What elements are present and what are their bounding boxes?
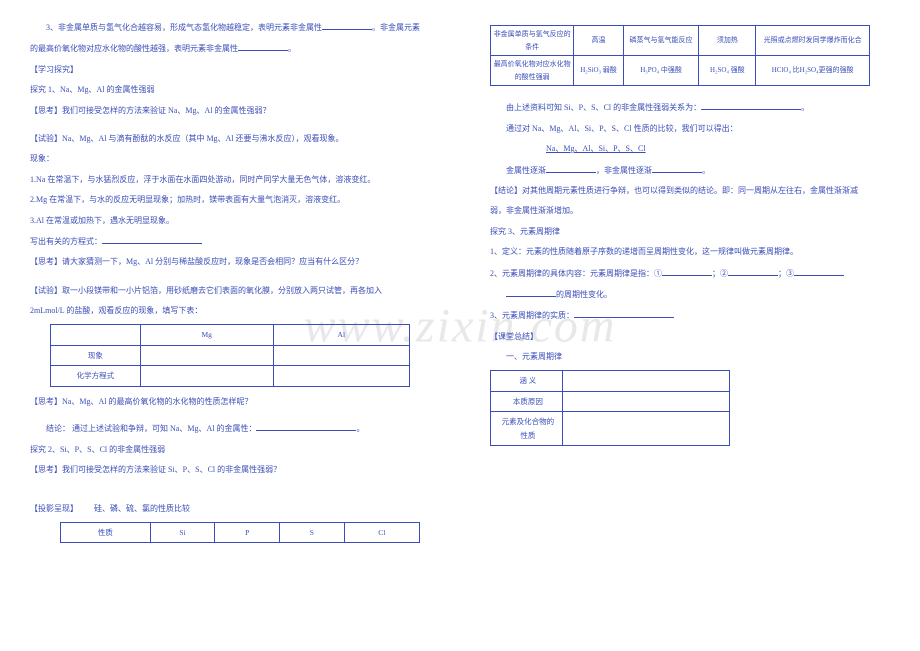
cell-r2-5: HClO₄ 比H₂SO₄更强的强酸 bbox=[756, 56, 870, 86]
think3: 【思考】Na、Mg、Al 的最高价氧化物的水化物的性质怎样呢？ bbox=[30, 395, 430, 409]
cell-phenomenon: 现象 bbox=[51, 345, 141, 366]
cell-essence: 本质原因 bbox=[491, 391, 563, 412]
phen1: 1.Na 在常温下，与水猛烈反应，浮于水面在水面四处游动，同时产同学大量无色气体… bbox=[30, 173, 430, 187]
cell-properties: 元素及化合物的性质 bbox=[491, 412, 563, 446]
left-page: 3、非金属单质与氢气化合越容易，形成气态氢化物越稳定，表明元素非金属性。非金属元… bbox=[0, 0, 460, 651]
arrow-elements: Na、Mg、Al、Si、P、S、Cl bbox=[530, 142, 890, 156]
cell-r1-1: 非金属单质与氢气反应的条件 bbox=[491, 26, 574, 56]
learn-explore-label: 【学习探究】 bbox=[30, 63, 430, 77]
think4: 【思考】我们可接受怎样的方法来验证 Si、P、S、Cl 的非金属性强弱？ bbox=[30, 463, 430, 477]
summary-title: 一、元素周期律 bbox=[490, 350, 890, 364]
exp1: 【试验】Na、Mg、Al 与滴有酚酞的水反应（其中 Mg、Al 还要与沸水反应）… bbox=[30, 132, 430, 146]
exp2b: 2mLmol/L 的盐酸，观看反应的现象，填写下表： bbox=[30, 304, 430, 318]
p3: 由上述资料可知 Si、P、S、Cl 的非金属性强弱关系为：。 bbox=[490, 100, 890, 115]
explore2-title: 探究 2、Si、P、S、Cl 的非金属性强弱 bbox=[30, 443, 430, 457]
page-container: 3、非金属单质与氢气化合越容易，形成气态氢化物越稳定，表明元素非金属性。非金属元… bbox=[0, 0, 920, 651]
table-top: 非金属单质与氢气反应的条件 高温 磷蒸气与氢气能反应 须加热 光照或点燃时发同学… bbox=[490, 25, 870, 86]
law1: 1、定义：元素的性质随着原子序数的递增而呈周期性变化，这一规律叫做元素周期律。 bbox=[490, 245, 890, 259]
para-nonmetal-1: 3、非金属单质与氢气化合越容易，形成气态氢化物越稳定，表明元素非金属性。非金属元… bbox=[30, 20, 430, 35]
conclusion2b: 弱，非金属性渐渐增加。 bbox=[490, 204, 890, 218]
phenomenon-label: 现象： bbox=[30, 152, 430, 166]
cell-al-header: Al bbox=[273, 325, 409, 346]
cell-r2-3: H₃PO₄ 中强酸 bbox=[623, 56, 699, 86]
law3: 3、元素周期律的实质： bbox=[490, 308, 890, 323]
law2-suffix: 的周期性变化。 bbox=[490, 287, 890, 302]
cell-r1-4: 须加热 bbox=[699, 26, 756, 56]
cell-meaning: 涵 义 bbox=[491, 371, 563, 392]
right-page: 非金属单质与氢气反应的条件 高温 磷蒸气与氢气能反应 须加热 光照或点燃时发同学… bbox=[460, 0, 920, 651]
cell-blank bbox=[140, 366, 273, 387]
p4: 通过对 Na、Mg、Al、Si、P、S、Cl 性质的比较，我们可以得出： bbox=[490, 122, 890, 136]
cell-blank bbox=[273, 366, 409, 387]
exp2: 【试验】取一小段镁带和一小片铝箔，用砂纸磨去它们表面的氧化膜，分别放入两只试管，… bbox=[30, 284, 430, 298]
cell-empty bbox=[51, 325, 141, 346]
cell-r2-4: H₂SO₄ 强酸 bbox=[699, 56, 756, 86]
explore1-title: 探究 1、Na、Mg、Al 的金属性强弱 bbox=[30, 83, 430, 97]
cell-blank bbox=[562, 412, 729, 446]
cell-r1-3: 磷蒸气与氢气能反应 bbox=[623, 26, 699, 56]
cell-r1-2: 高温 bbox=[574, 26, 623, 56]
table-sipscl: 性质 Si P S Cl bbox=[60, 522, 420, 544]
cell-r2-2: H₂SiO₃ 弱酸 bbox=[574, 56, 623, 86]
cell-si: Si bbox=[150, 522, 215, 543]
phen3: 3.Al 在常温或加热下，遇水无明显现象。 bbox=[30, 214, 430, 228]
table-summary: 涵 义 本质原因 元素及化合物的性质 bbox=[490, 370, 730, 446]
class-summary: 【课堂总结】 bbox=[490, 330, 890, 344]
cell-blank bbox=[562, 391, 729, 412]
cell-s: S bbox=[279, 522, 344, 543]
cell-equation: 化学方程式 bbox=[51, 366, 141, 387]
law2: 2、元素周期律的具体内容：元素周期律是指：①；②；③ bbox=[490, 266, 890, 281]
explore3-title: 探究 3、元素周期律 bbox=[490, 225, 890, 239]
arrow-row: 金属性逐渐，非金属性逐渐。 bbox=[490, 163, 890, 178]
table-mg-al: Mg Al 现象 化学方程式 bbox=[50, 324, 410, 387]
cell-blank bbox=[140, 345, 273, 366]
phen2: 2.Mg 在常温下，与水的反应无明显现象；加热时，镁带表面有大量气泡消灭，溶液变… bbox=[30, 193, 430, 207]
cell-r2-1: 最高价氧化物对应水化物的酸性强弱 bbox=[491, 56, 574, 86]
conclusion1: 结论： 通过上述试验和争辩，可知 Na、Mg、Al 的金属性：。 bbox=[30, 421, 430, 436]
para-nonmetal-2: 的最高价氧化物对应水化物的酸性越强，表明元素非金属性。 bbox=[30, 41, 430, 56]
cell-p: P bbox=[215, 522, 280, 543]
cell-blank bbox=[562, 371, 729, 392]
think1: 【思考】我们可接受怎样的方法来验证 Na、Mg、Al 的金属性强弱？ bbox=[30, 104, 430, 118]
think2: 【思考】请大家猜测一下，Mg、Al 分别与稀盐酸反应时，现象是否会相同？应当有什… bbox=[30, 255, 430, 269]
projection: 【投影呈现】 硅、磷、硫、氯的性质比较 bbox=[30, 502, 430, 516]
conclusion2: 【结论】对其他周期元素性质进行争辩，也可以得到类似的结论。即：同一周期从左往右，… bbox=[490, 184, 890, 198]
cell-cl: Cl bbox=[344, 522, 419, 543]
cell-r1-5: 光照或点燃时发同学爆炸而化合 bbox=[756, 26, 870, 56]
cell-blank bbox=[273, 345, 409, 366]
cell-prop: 性质 bbox=[61, 522, 151, 543]
cell-mg-header: Mg bbox=[140, 325, 273, 346]
write-eq: 写出有关的方程式： bbox=[30, 234, 430, 249]
